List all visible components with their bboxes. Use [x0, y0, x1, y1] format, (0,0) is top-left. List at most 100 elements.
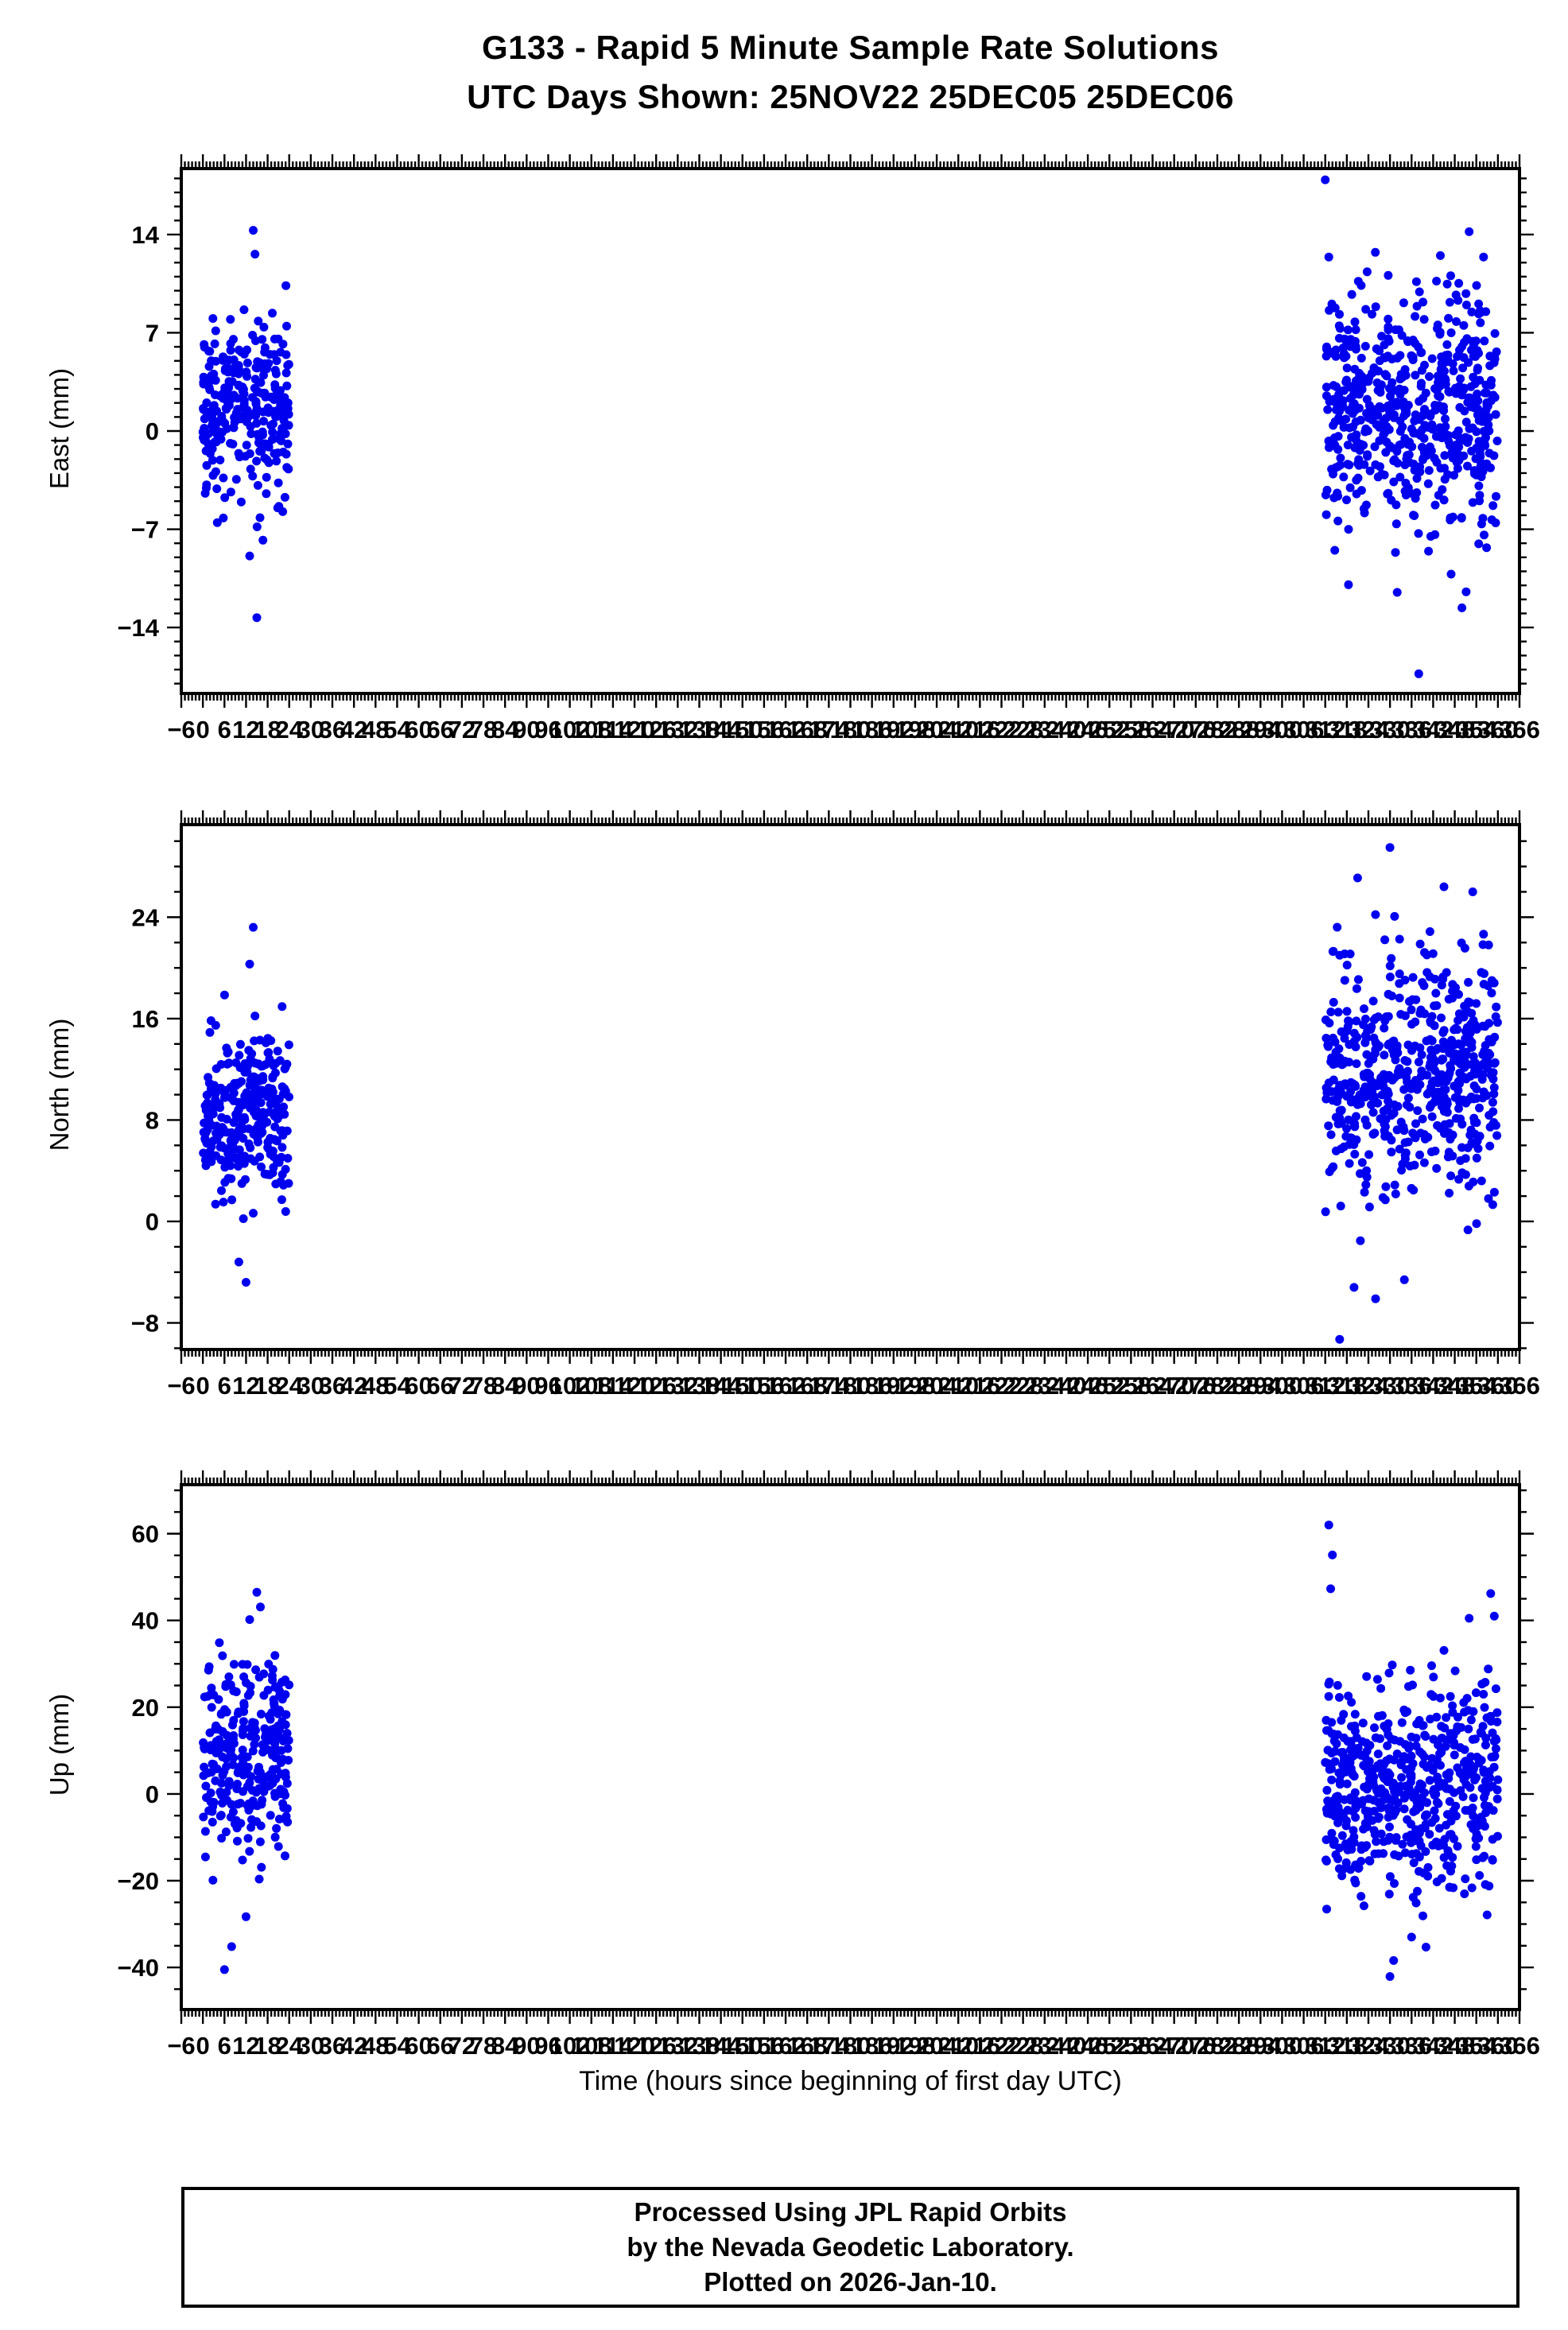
svg-text:300: 300 [1262, 2032, 1303, 2060]
svg-text:354: 354 [1456, 716, 1497, 744]
svg-text:90: 90 [513, 2032, 540, 2060]
svg-text:198: 198 [895, 2032, 936, 2060]
y-axis-label-east: East (mm) [45, 367, 74, 490]
svg-text:228: 228 [1003, 1372, 1044, 1400]
svg-text:−14: −14 [117, 614, 159, 642]
svg-text:126: 126 [635, 1372, 677, 1400]
svg-text:264: 264 [1132, 2032, 1174, 2060]
svg-text:−7: −7 [131, 516, 159, 544]
svg-text:354: 354 [1456, 1372, 1497, 1400]
svg-text:138: 138 [679, 2032, 720, 2060]
svg-text:192: 192 [873, 716, 914, 744]
svg-text:120: 120 [614, 2032, 655, 2060]
svg-text:30: 30 [297, 1372, 324, 1400]
svg-text:294: 294 [1240, 2032, 1281, 2060]
chart-subtitle: UTC Days Shown: 25NOV22 25DEC05 25DEC06 [467, 78, 1234, 115]
svg-text:318: 318 [1326, 2032, 1368, 2060]
svg-text:270: 270 [1154, 2032, 1195, 2060]
svg-text:78: 78 [470, 1372, 497, 1400]
chart-title: G133 - Rapid 5 Minute Sample Rate Soluti… [481, 29, 1219, 66]
svg-text:234: 234 [1024, 1372, 1065, 1400]
svg-text:288: 288 [1218, 1372, 1259, 1400]
svg-text:168: 168 [786, 716, 828, 744]
svg-text:18: 18 [254, 2032, 281, 2060]
svg-text:40: 40 [132, 1607, 159, 1635]
svg-text:−6: −6 [167, 1372, 195, 1400]
footer-box: Processed Using JPL Rapid Orbits by the … [181, 2187, 1519, 2308]
svg-text:72: 72 [448, 2032, 475, 2060]
svg-text:72: 72 [448, 1372, 475, 1400]
svg-text:306: 306 [1283, 1372, 1325, 1400]
svg-text:192: 192 [873, 1372, 914, 1400]
svg-text:30: 30 [297, 2032, 324, 2060]
svg-text:294: 294 [1240, 1372, 1281, 1400]
svg-text:210: 210 [937, 2032, 979, 2060]
scatter-points-2 [199, 1520, 1503, 1981]
svg-text:318: 318 [1326, 1372, 1368, 1400]
svg-text:240: 240 [1046, 716, 1087, 744]
svg-text:300: 300 [1262, 716, 1303, 744]
scatter-points-1 [199, 843, 1502, 1344]
svg-text:36: 36 [319, 1372, 346, 1400]
svg-text:246: 246 [1067, 2032, 1108, 2060]
svg-text:66: 66 [426, 2032, 453, 2060]
svg-text:348: 348 [1434, 1372, 1476, 1400]
svg-text:288: 288 [1218, 716, 1259, 744]
svg-text:−6: −6 [167, 716, 195, 744]
svg-text:270: 270 [1154, 716, 1195, 744]
svg-text:60: 60 [132, 1520, 159, 1548]
svg-text:270: 270 [1154, 1372, 1195, 1400]
svg-text:16: 16 [132, 1005, 159, 1033]
svg-text:180: 180 [830, 1372, 871, 1400]
svg-text:60: 60 [405, 1372, 432, 1400]
svg-text:210: 210 [937, 1372, 979, 1400]
svg-text:126: 126 [635, 2032, 677, 2060]
svg-text:342: 342 [1413, 716, 1454, 744]
svg-text:174: 174 [808, 716, 849, 744]
svg-text:0: 0 [146, 1208, 159, 1236]
svg-text:84: 84 [491, 1372, 519, 1400]
svg-text:12: 12 [232, 2032, 259, 2060]
svg-text:150: 150 [722, 716, 763, 744]
svg-text:312: 312 [1305, 1372, 1346, 1400]
svg-text:42: 42 [340, 716, 367, 744]
svg-text:90: 90 [513, 716, 540, 744]
svg-text:240: 240 [1046, 2032, 1087, 2060]
svg-text:90: 90 [513, 1372, 540, 1400]
svg-text:6: 6 [218, 2032, 231, 2060]
scatter-points-0 [198, 175, 1502, 678]
svg-text:108: 108 [571, 716, 612, 744]
svg-text:312: 312 [1305, 716, 1346, 744]
svg-text:186: 186 [852, 1372, 893, 1400]
svg-text:20: 20 [132, 1694, 159, 1722]
svg-text:48: 48 [362, 716, 389, 744]
svg-text:24: 24 [275, 2032, 303, 2060]
svg-text:7: 7 [146, 319, 159, 347]
svg-text:186: 186 [852, 2032, 893, 2060]
svg-text:228: 228 [1003, 2032, 1044, 2060]
svg-text:108: 108 [571, 1372, 612, 1400]
svg-text:54: 54 [383, 716, 411, 744]
svg-text:150: 150 [722, 2032, 763, 2060]
svg-text:366: 366 [1499, 716, 1540, 744]
svg-text:144: 144 [701, 1372, 742, 1400]
svg-text:54: 54 [383, 1372, 411, 1400]
svg-text:48: 48 [362, 1372, 389, 1400]
svg-text:156: 156 [743, 2032, 785, 2060]
svg-text:252: 252 [1089, 1372, 1130, 1400]
svg-text:24: 24 [132, 903, 160, 931]
svg-text:216: 216 [960, 1372, 1001, 1400]
svg-text:282: 282 [1197, 1372, 1238, 1400]
svg-text:108: 108 [571, 2032, 612, 2060]
svg-text:6: 6 [218, 1372, 231, 1400]
svg-text:336: 336 [1391, 2032, 1432, 2060]
svg-text:48: 48 [362, 2032, 389, 2060]
svg-text:102: 102 [549, 716, 591, 744]
svg-text:132: 132 [657, 716, 698, 744]
svg-text:330: 330 [1369, 1372, 1411, 1400]
svg-text:102: 102 [549, 1372, 591, 1400]
svg-text:96: 96 [534, 2032, 561, 2060]
svg-text:30: 30 [297, 716, 324, 744]
svg-text:144: 144 [701, 2032, 742, 2060]
